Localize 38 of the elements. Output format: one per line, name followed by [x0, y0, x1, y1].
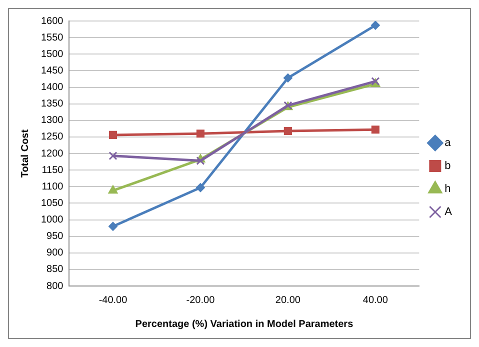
y-tick-label: 1600 [40, 16, 64, 27]
point [196, 183, 205, 192]
y-tick-label: 1100 [42, 181, 64, 192]
legend-label: a [444, 137, 452, 150]
point [108, 130, 118, 139]
point [283, 73, 292, 82]
y-tick-label: 1000 [40, 214, 64, 226]
y-tick-label: 800 [46, 280, 64, 292]
point [371, 126, 380, 134]
point [108, 222, 118, 231]
y-tick-label: 1350 [40, 98, 64, 110]
point [370, 21, 380, 30]
x-tick-label: -40.00 [98, 294, 128, 306]
y-tick-label: 1050 [40, 198, 64, 209]
y-tick-label: 1400 [40, 82, 64, 93]
point [108, 185, 118, 194]
y-tick-label: 950 [46, 231, 64, 242]
y-tick-label: 1450 [40, 65, 64, 76]
x-axis-title: Percentage (%) Variation in Model Parameters [135, 318, 354, 330]
legend-label: b [444, 160, 451, 172]
legend-label: h [444, 183, 451, 196]
x-tick-label: 20.00 [275, 294, 301, 306]
legend-label: A [444, 206, 453, 218]
point [196, 156, 205, 166]
y-tick-label: 1200 [40, 148, 64, 160]
y-tick-label: 1500 [40, 48, 64, 60]
y-tick-label: 850 [46, 264, 64, 276]
y-tick-label: 1250 [40, 132, 64, 143]
y-tick-label: 1300 [40, 115, 64, 126]
y-tick-label: 1550 [40, 32, 64, 44]
x-tick-label: 40.00 [362, 294, 388, 306]
x-tick-label: -20.00 [186, 294, 216, 306]
y-tick-label: 900 [46, 248, 64, 259]
point [108, 152, 118, 160]
y-tick-label: 1150 [42, 164, 64, 176]
point [284, 126, 292, 136]
y-axis-title: Total Cost [20, 128, 31, 178]
point [196, 130, 204, 138]
